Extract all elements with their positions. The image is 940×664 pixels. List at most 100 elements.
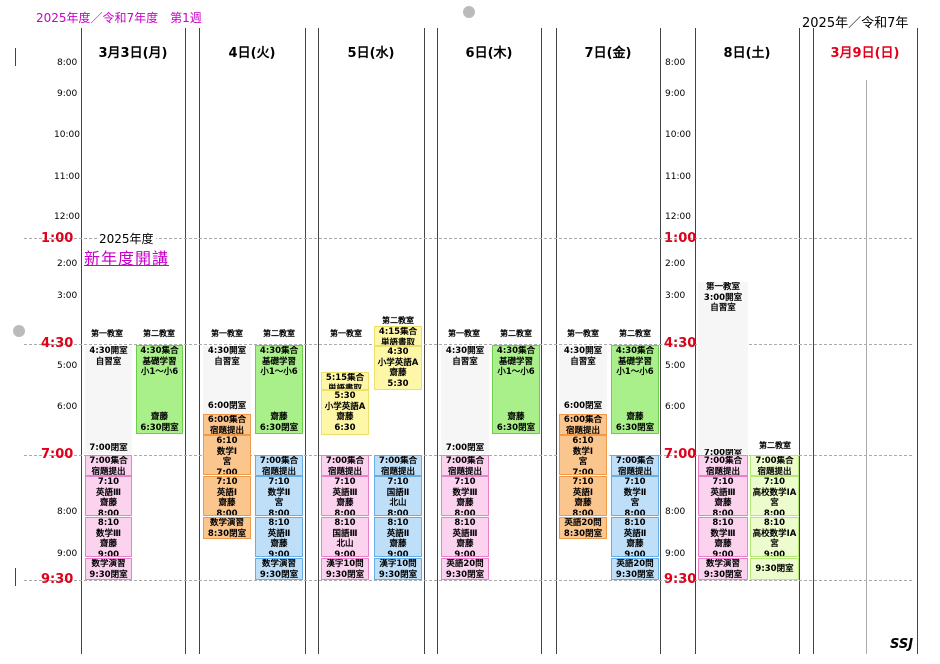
time-label: 8:00 [665, 507, 686, 517]
schedule-block: 7:10 国語Ⅱ 北山 8:00 [374, 476, 422, 516]
time-label-major: 1:00 [664, 231, 697, 246]
time-label-major: 7:00 [41, 447, 74, 462]
schedule-block: 6:00集合 宿題提出 [203, 414, 251, 435]
schedule-block: 4:30開室 自習室 [85, 346, 132, 454]
schedule-block: 7:10 英語Ⅲ 齋藤 8:00 [85, 476, 132, 516]
schedule-block: 7:00集合 宿題提出 [698, 455, 748, 476]
schedule-block: 7:10 数学Ⅲ 齋藤 8:00 [441, 476, 489, 516]
room-header: 第一教室 [91, 329, 123, 338]
schedule-block: 7:00集合 宿題提出 [611, 455, 659, 476]
schedule-block: 9:30閉室 [750, 558, 799, 580]
schedule-block: 7:00集合 宿題提出 [321, 455, 369, 476]
time-label: 5:00 [57, 361, 78, 371]
schedule-block: 7:00閉室 [703, 449, 743, 458]
time-label: 8:00 [57, 507, 78, 517]
schedule-block: 数学演習 9:30閉室 [698, 558, 748, 580]
margin-mark [15, 48, 16, 66]
schedule-block: 6:00集合 宿題提出 [559, 414, 607, 435]
time-label: 10:00 [665, 130, 691, 140]
time-label: 9:00 [57, 549, 78, 559]
schedule-block: 4:15集合 単語書取 [374, 326, 422, 346]
schedule-block: 7:00閉室 [445, 443, 485, 453]
room-header: 第一教室 [330, 329, 362, 338]
schedule-block: 4:30開室 自習室 [559, 346, 607, 414]
room-header: 第一教室 [448, 329, 480, 338]
time-label: 6:00 [665, 402, 686, 412]
schedule-block: 7:10 高校数学ⅠA 宮 8:00 [750, 476, 799, 516]
room-header: 第一教室 [211, 329, 243, 338]
schedule-block: 8:10 国語Ⅲ 北山 9:00 [321, 517, 369, 557]
time-label: 11:00 [665, 172, 691, 182]
time-label-major: 1:00 [41, 231, 74, 246]
room-header: 第二教室 [263, 329, 295, 338]
schedule-block: 数学演習 9:30閉室 [255, 558, 303, 580]
note-new-term: 新年度開講 [84, 249, 170, 268]
day-header-sat: 8日(土) [723, 46, 771, 61]
schedule-block: 齋藤 6:30閉室 [611, 410, 659, 434]
time-label: 10:00 [54, 130, 80, 140]
day-header-sun: 3月9日(日) [830, 46, 900, 61]
time-label: 2:00 [665, 259, 686, 269]
time-label-major: 4:30 [664, 336, 697, 351]
day-header-mon: 3月3日(月) [98, 46, 168, 61]
schedule-block: 4:30 小学英語A 齋藤 5:30 [374, 346, 422, 390]
day-header-tue: 4日(火) [228, 46, 276, 61]
room-header: 第二教室 [500, 329, 532, 338]
time-label: 3:00 [57, 291, 78, 301]
schedule-block: 7:10 英語Ⅰ 齋藤 8:00 [559, 476, 607, 516]
time-label: 8:00 [665, 58, 686, 68]
schedule-block: 7:10 数学Ⅱ 宮 8:00 [255, 476, 303, 516]
signature: SSJ [890, 637, 914, 652]
time-label: 2:00 [57, 259, 78, 269]
time-label: 3:00 [665, 291, 686, 301]
time-label: 11:00 [54, 172, 80, 182]
schedule-block: 8:10 英語Ⅱ 齋藤 9:00 [255, 517, 303, 557]
room-header: 第二教室 [619, 329, 651, 338]
schedule-block: 6:00閉室 [207, 401, 247, 411]
page-title-right: 2025年／令和7年 [802, 16, 909, 31]
schedule-block: 英語20問 9:30閉室 [611, 558, 659, 580]
day-header-thu: 6日(木) [465, 46, 513, 61]
time-label: 9:00 [57, 89, 78, 99]
schedule-block: 5:30 小学英語A 齋藤 6:30 [321, 390, 369, 435]
schedule-block: 8:10 英語Ⅲ 齋藤 9:00 [441, 517, 489, 557]
time-label: 12:00 [665, 212, 691, 222]
time-label-major: 4:30 [41, 336, 74, 351]
schedule-block: 7:00集合 宿題提出 [255, 455, 303, 476]
punch-hole-icon [13, 325, 25, 337]
schedule-block: 8:10 数学Ⅲ 齋藤 9:00 [698, 517, 748, 557]
schedule-block: 齋藤 6:30閉室 [136, 410, 183, 434]
time-label: 8:00 [57, 58, 78, 68]
time-label: 12:00 [54, 212, 80, 222]
punch-hole-icon [463, 6, 475, 18]
schedule-block: 数学演習 8:30閉室 [203, 517, 251, 539]
schedule-block: 第一教室 3:00開室 自習室 [698, 282, 748, 454]
schedule-block: 漢字10問 9:30閉室 [374, 558, 422, 580]
time-label-major: 7:00 [664, 447, 697, 462]
schedule-block: 6:10 数学Ⅰ 宮 7:00 [559, 435, 607, 475]
schedule-block: 齋藤 6:30閉室 [255, 410, 303, 434]
time-label: 9:00 [665, 549, 686, 559]
time-label-major: 9:30 [664, 572, 697, 587]
schedule-block: 7:00集合 宿題提出 [85, 455, 132, 476]
room-header: 第二教室 [143, 329, 175, 338]
schedule-block: 5:15集合 単語書取 [321, 372, 369, 390]
time-label: 5:00 [665, 361, 686, 371]
room-header: 第二教室 [382, 316, 414, 325]
time-label: 6:00 [57, 402, 78, 412]
schedule-block: 7:00集合 宿題提出 [374, 455, 422, 476]
room-header: 第一教室 [567, 329, 599, 338]
schedule-block: 7:10 英語Ⅰ 齋藤 8:00 [203, 476, 251, 516]
schedule-block: 齋藤 6:30閉室 [492, 410, 540, 434]
schedule-block: 8:10 高校数学ⅠA 宮 9:00 [750, 517, 799, 557]
schedule-block: 8:10 数学Ⅲ 齋藤 9:00 [85, 517, 132, 557]
time-label: 9:00 [665, 89, 686, 99]
time-label-major: 9:30 [41, 572, 74, 587]
room-header: 第二教室 [759, 441, 791, 450]
margin-mark [15, 568, 16, 586]
schedule-block: 8:10 英語Ⅱ 齋藤 9:00 [374, 517, 422, 557]
schedule-block: 7:10 英語Ⅲ 齋藤 8:00 [321, 476, 369, 516]
schedule-block: 6:10 数学Ⅰ 宮 7:00 [203, 435, 251, 475]
day-header-wed: 5日(水) [347, 46, 395, 61]
schedule-block: 英語20問 9:30閉室 [441, 558, 489, 580]
